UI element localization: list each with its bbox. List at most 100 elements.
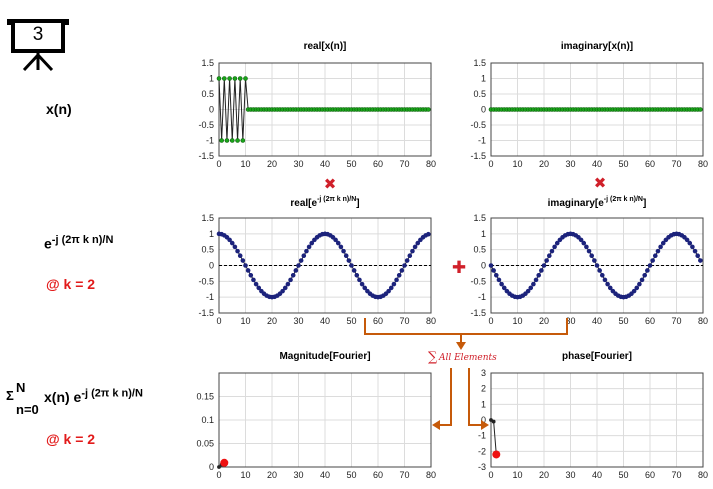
data-point xyxy=(335,240,341,246)
data-point xyxy=(692,248,698,254)
y-tick-label: -1 xyxy=(478,136,486,146)
data-point xyxy=(293,268,299,273)
data-point xyxy=(584,244,589,250)
data-point xyxy=(232,76,238,81)
data-point xyxy=(607,285,613,291)
y-tick-label: -1.5 xyxy=(470,308,486,318)
x-tick-label: 40 xyxy=(320,159,330,169)
data-point xyxy=(684,237,690,243)
chart-imaginary-x: 0 10 20 30 40 50 60 70 80 1.5 1 0.5 0 -0.5 -1 -1.5 imagi… xyxy=(470,41,708,169)
data-point xyxy=(251,277,256,283)
data-point xyxy=(660,240,666,246)
x-tick-label: 50 xyxy=(618,316,628,326)
data-point xyxy=(647,263,653,268)
data-point xyxy=(245,268,251,273)
sigma-symbol: Σ xyxy=(6,388,14,403)
data-point xyxy=(488,263,494,268)
x-tick-label: 30 xyxy=(293,470,303,480)
data-point xyxy=(496,277,502,283)
y-tick-label: -0.5 xyxy=(198,120,214,130)
x-tick-label: 70 xyxy=(671,159,681,169)
data-point xyxy=(285,281,291,287)
data-point xyxy=(229,240,235,246)
data-point xyxy=(634,285,640,291)
data-point xyxy=(357,277,362,283)
sum-exponent: -j (2π k n)/N xyxy=(81,387,143,400)
dft-k-label: @ k = 2 xyxy=(46,431,96,447)
data-point xyxy=(650,258,655,263)
data-point xyxy=(586,248,592,254)
data-point xyxy=(391,281,397,287)
x-tick-label: 70 xyxy=(399,470,409,480)
data-point xyxy=(642,272,648,278)
data-point xyxy=(304,248,309,254)
x-tick-label: 30 xyxy=(293,316,303,326)
data-point xyxy=(605,281,610,287)
chart-real-exponential: 0 10 20 30 40 50 60 70 80 1.5 1 0.5 0 -0.5 -1 -1.5 real[… xyxy=(198,196,436,326)
data-point xyxy=(499,281,504,287)
x-tick-label: 30 xyxy=(565,316,575,326)
x-tick-label: 60 xyxy=(373,159,383,169)
x-tick-label: 80 xyxy=(698,316,708,326)
x-tick-label: 20 xyxy=(539,159,549,169)
data-point xyxy=(493,272,499,278)
chart-real-x: 0 10 20 30 40 50 60 70 80 1.5 1 0.5 0 -0.5 -1 -1.5 real[… xyxy=(198,41,436,169)
x-tick-label: 40 xyxy=(592,470,602,480)
x-tick-label: 70 xyxy=(399,159,409,169)
plot-frame xyxy=(218,62,432,157)
y-tick-label: -1 xyxy=(206,136,214,146)
data-point xyxy=(687,240,693,246)
chart-fourier-magnitude: 0 10 20 30 40 50 60 70 80 0.15 0.1 0.05 0 Magnitude[F… xyxy=(196,351,436,480)
highlight-point xyxy=(492,450,501,459)
y-tick-label: 0 xyxy=(209,105,214,115)
data-point xyxy=(217,465,221,469)
y-tick-label: 0 xyxy=(481,415,486,425)
basis-k-label: @ k = 2 xyxy=(46,276,96,292)
y-tick-label: 0.5 xyxy=(473,245,486,255)
x-tick-label: 30 xyxy=(293,159,303,169)
data-point xyxy=(343,253,349,259)
sum-notation: Σ N n=0 xyxy=(6,380,44,417)
x-tick-label: 80 xyxy=(426,316,436,326)
y-tick-label: 3 xyxy=(481,368,486,378)
data-point xyxy=(410,248,415,254)
data-point xyxy=(637,281,642,287)
y-tick-label: 1.5 xyxy=(201,213,214,223)
chart-title: imaginary[x(n)] xyxy=(561,41,633,52)
x-tick-label: 10 xyxy=(512,316,522,326)
plot-frame xyxy=(218,372,432,468)
data-point xyxy=(602,277,608,283)
data-point xyxy=(658,244,663,250)
x-tick-label: 10 xyxy=(512,159,522,169)
data-point xyxy=(229,138,235,143)
data-point xyxy=(341,248,346,254)
x-tick-label: 50 xyxy=(346,470,356,480)
y-tick-label: -1 xyxy=(478,292,486,302)
data-point xyxy=(412,244,418,250)
data-point xyxy=(549,248,555,254)
x-tick-label: 40 xyxy=(592,159,602,169)
data-point xyxy=(578,237,584,243)
data-point xyxy=(222,76,227,81)
y-tick-label: 1.5 xyxy=(473,58,486,68)
data-point xyxy=(359,281,365,287)
x-tick-label: 40 xyxy=(320,316,330,326)
data-point xyxy=(232,244,238,250)
data-point xyxy=(235,248,240,254)
x-tick-label: 50 xyxy=(346,159,356,169)
chart-title: imaginary[e-j (2π k n)/N] xyxy=(548,196,647,209)
y-tick-label: 1 xyxy=(481,74,486,84)
data-point xyxy=(240,258,246,263)
x-tick-label: 70 xyxy=(399,316,409,326)
y-tick-label: 0 xyxy=(481,261,486,271)
data-point xyxy=(399,268,405,273)
data-point xyxy=(362,285,368,291)
x-tick-label: 80 xyxy=(698,159,708,169)
slide-number: 3 xyxy=(33,24,44,45)
data-point xyxy=(592,258,597,263)
data-point xyxy=(235,138,240,143)
add-icon: ✚ xyxy=(452,258,466,277)
y-tick-label: 0 xyxy=(209,462,214,472)
data-point xyxy=(631,288,637,294)
data-point xyxy=(256,285,262,291)
